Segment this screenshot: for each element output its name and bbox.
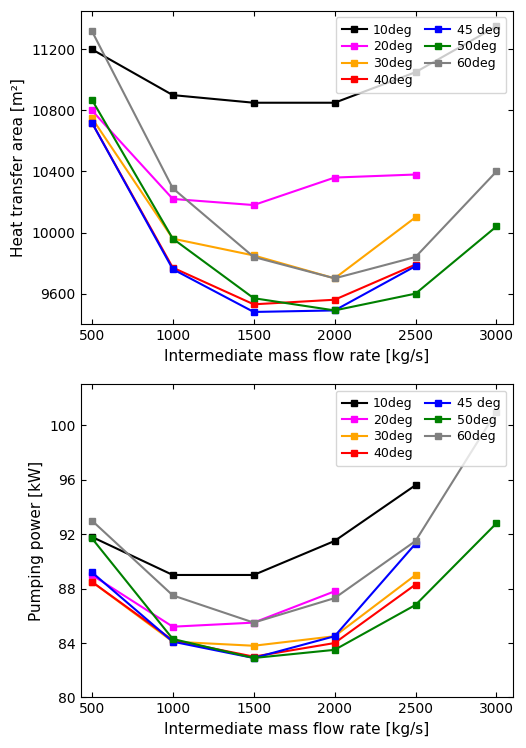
Y-axis label: Pumping power [kW]: Pumping power [kW] bbox=[29, 461, 44, 621]
X-axis label: Intermediate mass flow rate [kg/s]: Intermediate mass flow rate [kg/s] bbox=[164, 349, 429, 364]
X-axis label: Intermediate mass flow rate [kg/s]: Intermediate mass flow rate [kg/s] bbox=[164, 722, 429, 737]
Y-axis label: Heat transfer area [m²]: Heat transfer area [m²] bbox=[11, 79, 26, 257]
Legend: 10deg, 20deg, 30deg, 40deg, 45 deg, 50deg, 60deg: 10deg, 20deg, 30deg, 40deg, 45 deg, 50de… bbox=[336, 17, 507, 93]
Legend: 10deg, 20deg, 30deg, 40deg, 45 deg, 50deg, 60deg: 10deg, 20deg, 30deg, 40deg, 45 deg, 50de… bbox=[336, 390, 507, 467]
